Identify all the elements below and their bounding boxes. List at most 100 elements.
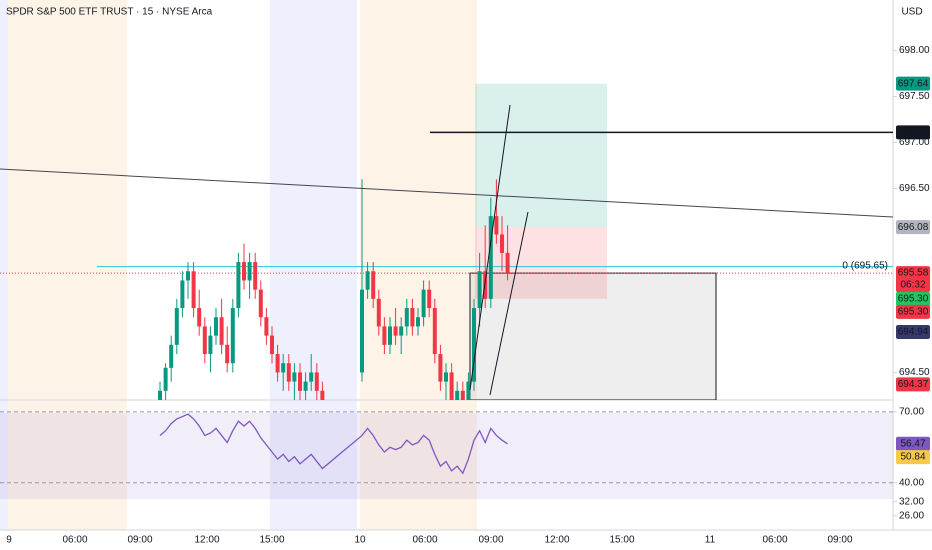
candle-body <box>360 289 364 373</box>
trend-line <box>489 211 529 396</box>
x-tick-label: 9 <box>6 535 12 546</box>
x-tick-label: 15:00 <box>609 535 634 546</box>
x-tick-label: 09:00 <box>478 535 503 546</box>
price-badge-label: 694.37 <box>898 379 929 390</box>
candle-body <box>393 326 398 336</box>
candle-body <box>303 381 308 391</box>
x-tick-label: 06:00 <box>412 535 437 546</box>
x-tick-label: 12:00 <box>544 535 569 546</box>
candle-body <box>180 280 185 309</box>
target-zone <box>475 83 607 228</box>
candle-body <box>466 381 471 400</box>
candle-body <box>309 372 314 382</box>
candle-body <box>388 326 392 345</box>
y-tick-label: 697.50 <box>899 91 930 102</box>
price-badge-label: 696.08 <box>898 222 929 233</box>
x-tick-label: 12:00 <box>194 535 219 546</box>
x-tick-label: 11 <box>705 535 716 546</box>
candle-body <box>275 354 280 373</box>
session-band <box>8 0 127 530</box>
candle-body <box>247 262 252 281</box>
price-badge <box>896 125 930 140</box>
trend-line <box>0 168 894 218</box>
candle-body <box>500 234 504 253</box>
candle-body <box>242 262 246 281</box>
candle-body <box>320 390 325 400</box>
candle-body <box>416 317 420 327</box>
candle-body <box>264 317 269 336</box>
x-tick-label: 06:00 <box>762 535 787 546</box>
candle-body <box>253 262 258 290</box>
candle-body <box>225 344 230 364</box>
candle-body <box>365 271 370 290</box>
candle-body <box>236 262 241 309</box>
y-tick-label: 32.00 <box>899 496 924 507</box>
x-tick-label: 09:00 <box>127 535 152 546</box>
candle-body <box>410 308 415 327</box>
price-badge <box>896 266 930 293</box>
candle-body <box>286 363 291 382</box>
price-badge-label: 697.64 <box>898 78 929 89</box>
y-tick-label: 26.00 <box>899 510 924 521</box>
candle-body <box>494 216 499 235</box>
candle-body <box>230 308 235 364</box>
candle-body <box>169 344 174 368</box>
symbol-title: SPDR S&P 500 ETF TRUST · 15 · NYSE Arca <box>6 7 213 18</box>
candle-body <box>371 271 376 299</box>
candle-body <box>174 308 179 345</box>
candle-body <box>399 326 404 336</box>
candle-body <box>208 335 213 355</box>
y-tick-label: 698.00 <box>899 45 930 56</box>
price-badge-label: 695.30 <box>898 306 929 317</box>
y-tick-label: 70.00 <box>899 406 924 417</box>
candle-body <box>404 308 409 327</box>
rsi-line <box>159 413 508 475</box>
session-band <box>270 0 357 530</box>
candle-body <box>202 326 207 355</box>
price-badge-label: 695.58 <box>898 268 929 279</box>
candle-body <box>281 363 286 373</box>
position-label: 0 (695.65) <box>842 260 888 271</box>
candle-body <box>421 289 426 318</box>
countdown: 06:32 <box>900 280 925 291</box>
price-badge-label: 695.30 <box>898 293 929 304</box>
x-tick-label: 06:00 <box>62 535 87 546</box>
candle-body <box>382 326 387 345</box>
candle-body <box>197 308 202 327</box>
price-badge <box>896 450 930 465</box>
price-badge <box>896 220 930 235</box>
candle-body <box>432 308 437 355</box>
price-badge-label: 694.94 <box>898 327 929 338</box>
price-badge <box>896 76 930 91</box>
x-tick-label: 09:00 <box>827 535 852 546</box>
y-tick-label: 696.50 <box>899 183 930 194</box>
price-badge <box>896 304 930 319</box>
candle-body <box>455 390 460 400</box>
price-badge-label: 50.84 <box>900 452 925 463</box>
rsi-band <box>0 413 893 499</box>
candle-body <box>472 308 476 382</box>
candle-body <box>258 289 263 318</box>
candle-body <box>438 354 443 382</box>
candle-body <box>292 372 297 382</box>
price-badge-label: 56.47 <box>900 438 925 449</box>
session-band <box>0 0 8 530</box>
candle-body <box>314 372 319 391</box>
candle-body <box>460 390 465 400</box>
candle-body <box>376 298 381 327</box>
price-badge <box>896 291 930 306</box>
candle-body <box>186 271 190 281</box>
candle-body <box>163 367 168 391</box>
candle-body <box>505 252 510 274</box>
currency[interactable]: USD <box>901 7 922 18</box>
x-tick-label: 10 <box>354 535 366 546</box>
candle-body <box>158 390 162 400</box>
price-badge <box>896 377 930 392</box>
candle-body <box>298 372 302 391</box>
price-badge <box>896 324 930 339</box>
candle-body <box>488 216 493 299</box>
x-tick-label: 15:00 <box>259 535 284 546</box>
price-badge-label: 697.11 <box>898 127 928 138</box>
candle-body <box>427 289 432 309</box>
candle-body <box>214 317 218 336</box>
